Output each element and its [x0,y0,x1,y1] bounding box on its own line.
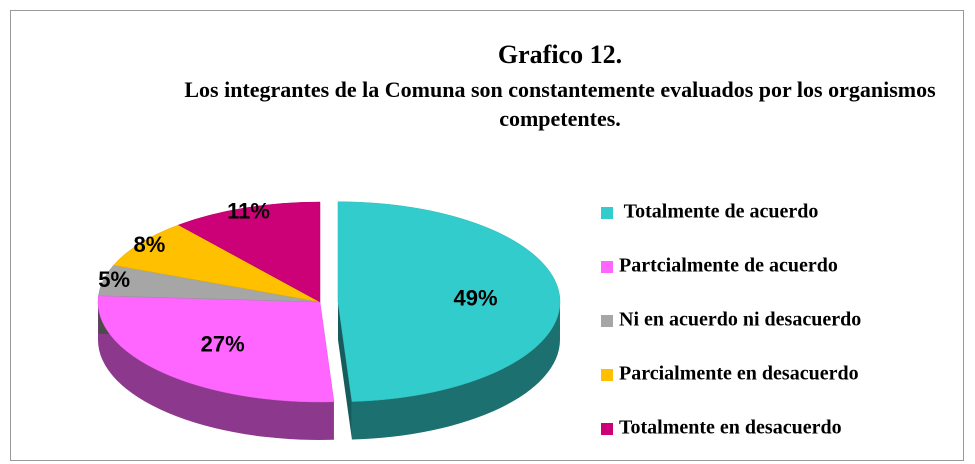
data-label: 8% [133,232,165,257]
pie-slice-side [98,302,334,440]
data-label: 11% [227,198,270,223]
legend-swatch [601,369,613,381]
chart-border [10,10,964,461]
legend-label: Ni en acuerdo ni desacuerdo [619,309,861,331]
data-label: 5% [98,267,130,292]
data-label: 49% [454,286,498,311]
legend-label: Totalmente de acuerdo [619,201,818,223]
chart-subtitle: Los integrantes de la Comuna son constan… [184,77,936,131]
legend-label: Parcialmente en desacuerdo [619,363,859,385]
pie-slice [177,201,321,303]
legend-swatch [601,207,613,219]
legend-swatch [601,315,613,327]
pie-slice-side [351,301,560,440]
chart-title: Grafico 12. [497,40,623,69]
legend-swatch [601,423,613,435]
pie-slice [337,201,561,402]
data-label: 27% [201,332,245,357]
legend-label: Partcialmente de acuerdo [619,255,838,277]
pie-slice [113,224,321,303]
legend-swatch [601,261,613,273]
pie-slice [97,295,335,403]
pie-slice-face [337,301,352,440]
legend-label: Totalmente en desacuerdo [619,417,842,439]
